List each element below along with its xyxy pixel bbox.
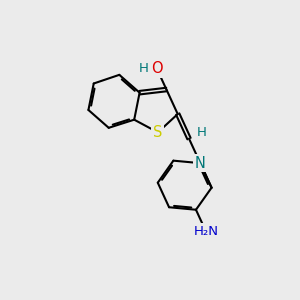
Text: H: H (196, 127, 206, 140)
Text: H₂N: H₂N (194, 225, 218, 238)
Text: O: O (151, 61, 163, 76)
Text: N: N (195, 156, 206, 171)
Text: S: S (153, 125, 163, 140)
Text: H: H (139, 62, 148, 75)
